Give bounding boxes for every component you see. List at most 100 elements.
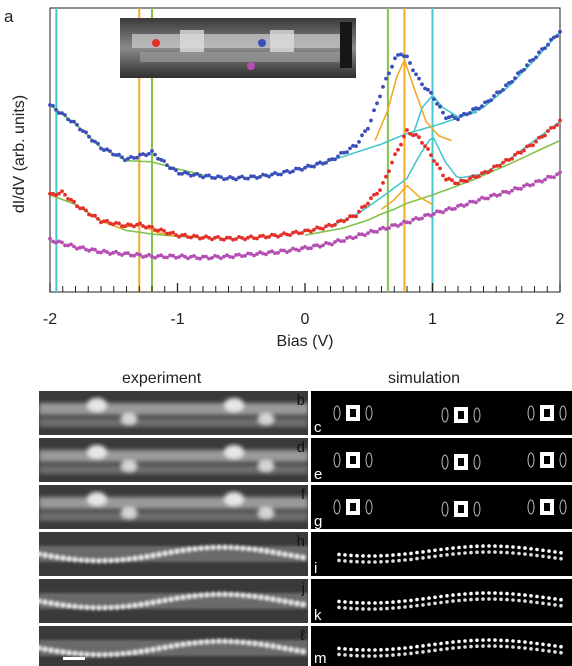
data-point [420, 82, 424, 87]
data-point [501, 160, 505, 165]
data-point [348, 146, 352, 151]
data-point [291, 169, 295, 174]
data-point [51, 191, 55, 196]
data-point [306, 163, 310, 168]
data-point [102, 219, 106, 224]
data-point [159, 227, 163, 232]
data-point [183, 170, 187, 175]
data-point [69, 197, 73, 202]
data-point [318, 160, 322, 165]
data-point [60, 189, 64, 194]
data-point [330, 242, 334, 247]
data-point [195, 234, 199, 239]
data-point [459, 178, 463, 183]
data-point [300, 168, 304, 172]
data-point [255, 176, 259, 180]
data-point [99, 146, 103, 151]
data-point [234, 237, 238, 241]
data-point [177, 234, 181, 239]
panel-label: ℓ [300, 627, 305, 644]
data-point [63, 113, 67, 117]
data-point [411, 217, 415, 222]
data-point [297, 248, 301, 253]
data-point [174, 168, 178, 173]
data-point [546, 129, 550, 133]
data-point [426, 212, 430, 217]
data-point [507, 158, 511, 162]
data-point [402, 54, 406, 58]
data-point [495, 164, 499, 168]
data-point [540, 47, 544, 51]
data-point [186, 171, 190, 176]
data-point [123, 251, 127, 256]
data-point [147, 151, 151, 156]
data-point [489, 193, 493, 198]
data-point [345, 217, 349, 222]
data-point [93, 139, 97, 144]
data-point [180, 233, 184, 238]
data-point [468, 176, 472, 181]
data-point [492, 192, 496, 197]
data-point [267, 235, 271, 239]
data-point [105, 147, 109, 152]
data-point [285, 232, 289, 237]
data-point [108, 149, 112, 154]
data-point [498, 192, 502, 197]
data-point [531, 143, 535, 148]
data-point [486, 170, 490, 175]
data-point [465, 179, 469, 184]
data-point [456, 181, 460, 186]
data-point [534, 139, 538, 144]
data-point [276, 251, 280, 255]
data-point [291, 230, 295, 235]
data-point [396, 147, 400, 152]
data-point [351, 143, 355, 148]
data-point [384, 227, 388, 231]
data-point [243, 237, 247, 242]
data-point [84, 208, 88, 213]
data-point [348, 214, 352, 219]
data-point [156, 254, 160, 258]
data-point [138, 252, 142, 257]
data-point [147, 252, 151, 257]
data-point [129, 155, 133, 159]
data-point [111, 251, 115, 255]
data-point [363, 204, 367, 209]
panel-label: i [314, 560, 318, 576]
data-point [405, 220, 409, 225]
stm-image [39, 579, 308, 623]
data-point [81, 129, 85, 134]
data-point [111, 152, 115, 157]
data-point [423, 144, 427, 149]
data-point [399, 52, 403, 57]
data-point [306, 228, 310, 233]
data-point [393, 223, 397, 227]
data-point [237, 252, 241, 257]
data-point [135, 222, 139, 227]
data-point [264, 235, 268, 240]
data-point [123, 158, 127, 163]
data-point [57, 239, 61, 244]
data-point [87, 212, 91, 217]
data-point [390, 64, 394, 69]
data-point [51, 239, 55, 244]
data-point [471, 107, 475, 112]
data-point [459, 114, 463, 118]
spectra-chart: a dI/dV (arb. units) -2 -1 0 1 2 Bias (V) [4, 7, 565, 350]
data-point [510, 156, 514, 161]
data-point [423, 86, 427, 91]
data-point [174, 255, 178, 260]
data-point [387, 226, 391, 231]
data-point [279, 172, 283, 177]
data-point [66, 197, 70, 201]
data-point [231, 255, 235, 260]
data-point [210, 256, 214, 260]
data-point [108, 221, 112, 226]
data-point [522, 67, 526, 72]
data-point [162, 229, 166, 233]
data-point [99, 220, 103, 225]
data-point [135, 252, 139, 256]
data-point [282, 169, 286, 174]
data-point [69, 242, 73, 247]
data-point [276, 234, 280, 239]
